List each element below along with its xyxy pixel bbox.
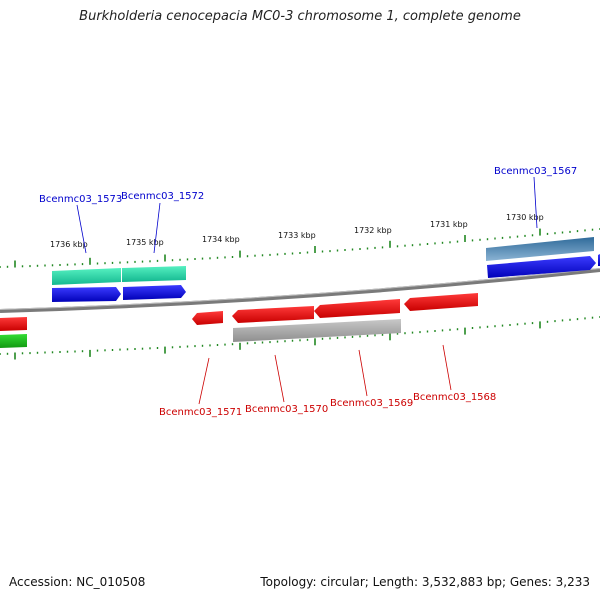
leader-1572 (153, 202, 161, 254)
label-bcenmc03-1569[interactable]: Bcenmc03_1569 (330, 398, 413, 409)
gene-bcenmc03-1573-rna[interactable] (52, 268, 121, 285)
gene-bcenmc03-1568[interactable] (404, 293, 478, 311)
gene-bcenmc03-1573[interactable] (52, 287, 121, 302)
gene-bcenmc03-1570[interactable] (232, 306, 314, 323)
topology-text: Topology: circular; Length: 3,532,883 bp… (260, 575, 590, 589)
outer-tick-ring (0, 228, 600, 268)
leader-1569 (358, 349, 368, 397)
chromosome-backbone (0, 268, 600, 313)
tick-label-1730: 1730 kbp (506, 213, 544, 222)
gene-bcenmc03-1567[interactable] (487, 256, 596, 278)
leader-1573 (76, 204, 87, 254)
leader-1567 (533, 176, 538, 229)
label-bcenmc03-1573[interactable]: Bcenmc03_1573 (39, 194, 122, 205)
gene-bcenmc03-1571[interactable] (192, 311, 223, 325)
leader-1568 (442, 344, 452, 391)
leader-1570 (274, 354, 285, 403)
map-title: Burkholderia cenocepacia MC0-3 chromosom… (79, 9, 521, 24)
gene-bcenmc03-1569[interactable] (314, 299, 400, 318)
tick-label-1736: 1736 kbp (50, 240, 88, 249)
gene-bcenmc03-1567-pseudo[interactable] (486, 237, 594, 261)
tick-label-1735: 1735 kbp (126, 238, 164, 247)
label-bcenmc03-1568[interactable]: Bcenmc03_1568 (413, 392, 496, 403)
tick-label-1733: 1733 kbp (278, 231, 316, 240)
gene-bcenmc03-1572-rna[interactable] (122, 266, 186, 282)
inner-tick-ring (0, 316, 600, 360)
tick-label-1732: 1732 kbp (354, 226, 392, 235)
accession-text: Accession: NC_010508 (9, 575, 146, 589)
feature-grey-band[interactable] (233, 319, 401, 342)
chromosome-backbone-highlight (0, 268, 600, 310)
gene-left-edge-green[interactable] (0, 334, 27, 348)
gene-bcenmc03-1572[interactable] (123, 285, 186, 300)
label-bcenmc03-1567[interactable]: Bcenmc03_1567 (494, 166, 577, 177)
leader-1571 (198, 357, 210, 405)
gene-left-edge-red[interactable] (0, 317, 27, 331)
label-bcenmc03-1571[interactable]: Bcenmc03_1571 (159, 407, 242, 418)
tick-label-1734: 1734 kbp (202, 235, 240, 244)
label-bcenmc03-1570[interactable]: Bcenmc03_1570 (245, 404, 328, 415)
tick-label-1731: 1731 kbp (430, 220, 468, 229)
label-bcenmc03-1572[interactable]: Bcenmc03_1572 (121, 191, 204, 202)
